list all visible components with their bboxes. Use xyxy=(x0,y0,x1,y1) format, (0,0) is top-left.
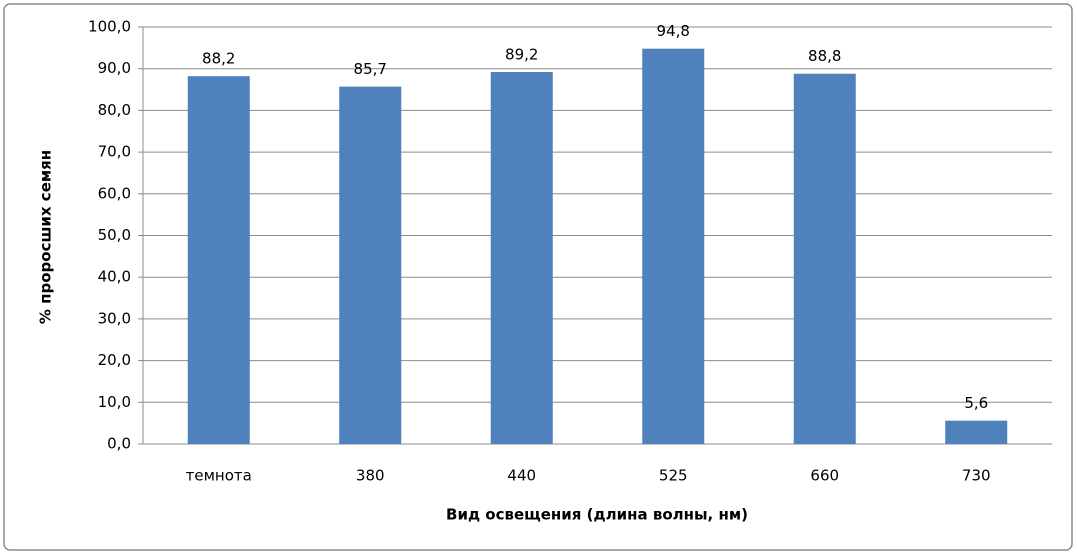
data-label: 89,2 xyxy=(505,46,538,64)
y-tick-label: 20,0 xyxy=(98,351,131,369)
bar xyxy=(945,420,1008,444)
data-label: 88,8 xyxy=(808,47,841,65)
x-tick-label: темнота xyxy=(186,467,252,485)
x-tick-label: 440 xyxy=(507,467,536,485)
data-label: 5,6 xyxy=(964,394,988,412)
data-label: 85,7 xyxy=(354,60,387,78)
data-label: 88,2 xyxy=(202,50,235,68)
y-tick-label: 70,0 xyxy=(98,143,131,161)
y-tick-label: 0,0 xyxy=(107,435,131,453)
y-tick-label: 90,0 xyxy=(98,59,131,77)
bar xyxy=(339,86,402,445)
x-tick-label: 525 xyxy=(659,467,688,485)
y-tick-label: 10,0 xyxy=(98,393,131,411)
y-tick-label: 80,0 xyxy=(98,101,131,119)
bar xyxy=(642,48,705,445)
bar xyxy=(187,76,250,445)
x-tick-label: 380 xyxy=(356,467,385,485)
y-axis-title: % проросших семян xyxy=(37,150,55,324)
data-label: 94,8 xyxy=(657,22,690,40)
bar xyxy=(490,72,553,444)
x-tick-label: 660 xyxy=(810,467,839,485)
y-tick-label: 60,0 xyxy=(98,184,131,202)
y-tick-label: 40,0 xyxy=(98,268,131,286)
x-axis-title: Вид освещения (длина волны, нм) xyxy=(446,506,748,524)
y-tick-label: 100,0 xyxy=(88,18,131,36)
bar xyxy=(793,73,856,444)
y-tick-label: 30,0 xyxy=(98,309,131,327)
x-tick-label: 730 xyxy=(962,467,991,485)
y-tick-label: 50,0 xyxy=(98,226,131,244)
